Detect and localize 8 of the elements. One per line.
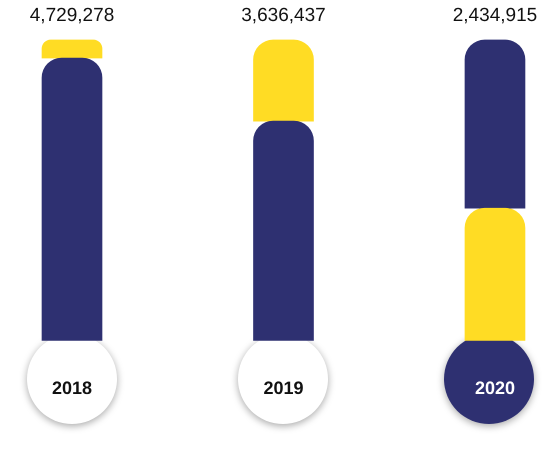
bar [253,40,314,122]
text: 2,434,915 [452,5,538,26]
x-tick-label: 2020 [474,378,515,398]
text: 3,636,437 [241,5,326,26]
x-tick-label: 2018 [52,378,92,398]
bar [42,40,102,58]
text: 4,729,278 [30,5,114,26]
x-tick-label: 2019 [263,378,304,398]
